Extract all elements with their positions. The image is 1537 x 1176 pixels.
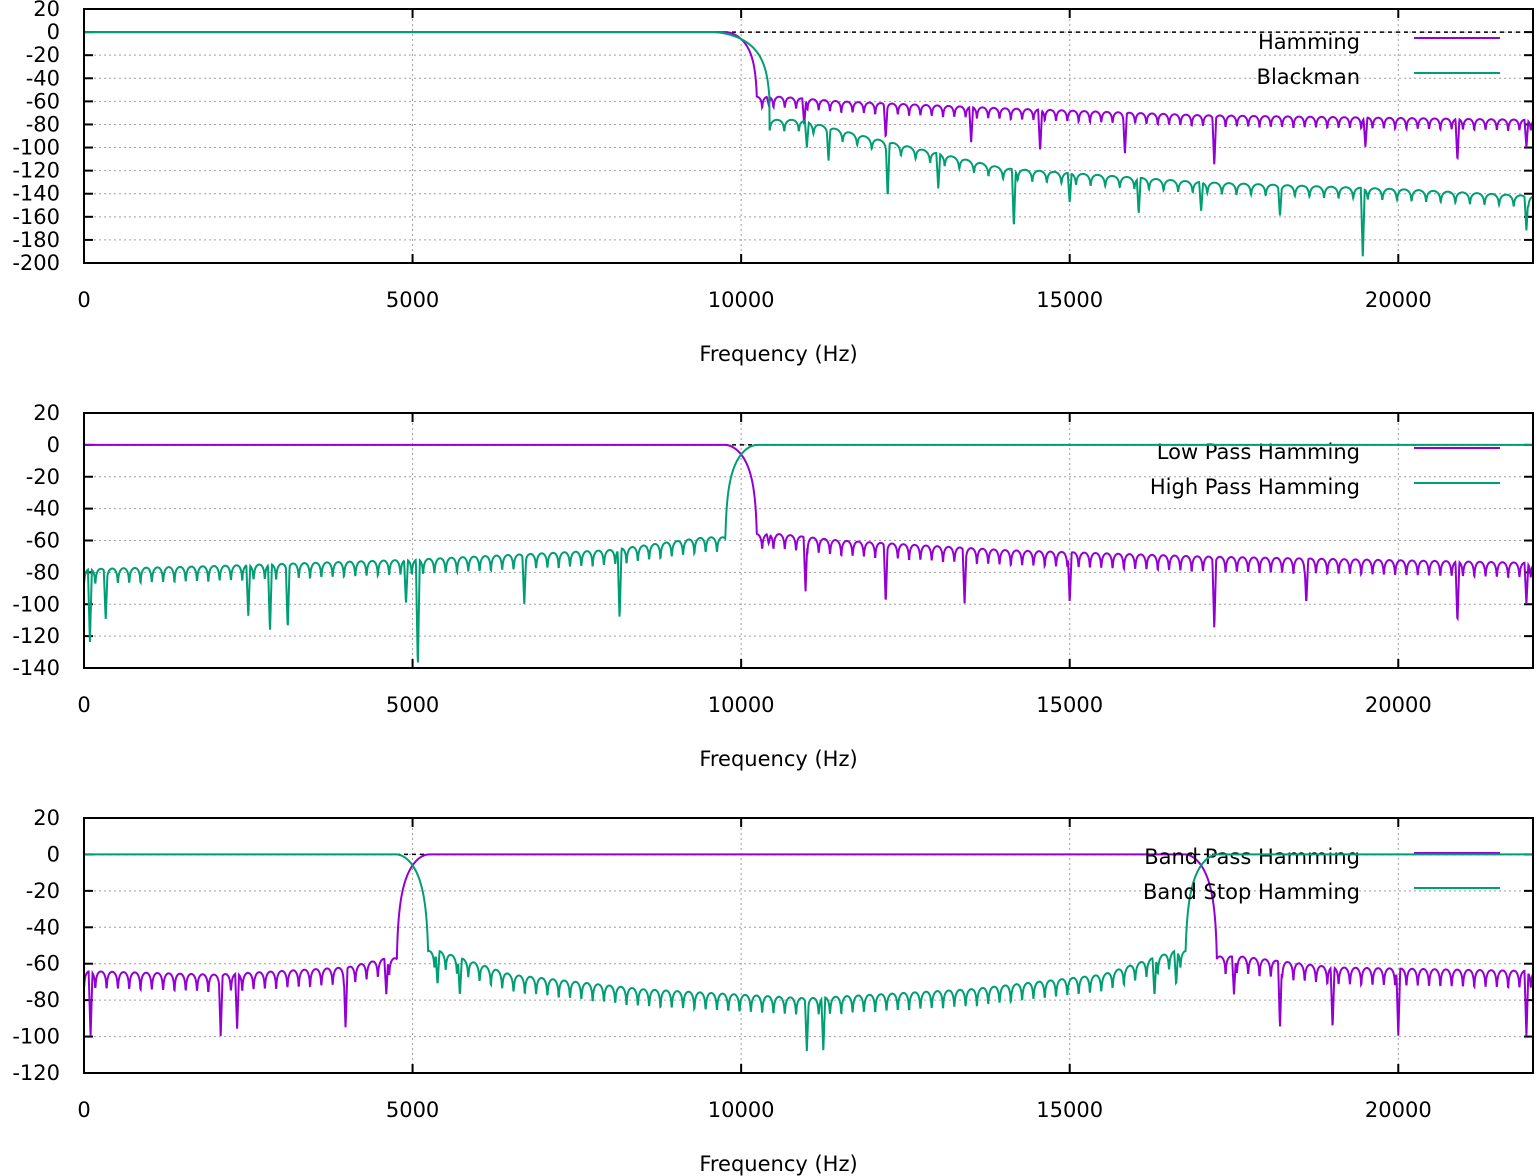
y-tick-label: -200 [12,251,60,275]
x-tick-label: 20000 [1365,1098,1432,1122]
y-tick-label: -100 [12,592,60,616]
x-tick-label: 10000 [708,693,775,717]
x-tick-label: 5000 [386,1098,439,1122]
series-line-high-pass-hamming [84,443,1533,663]
y-tick-label: 0 [47,433,60,457]
y-tick-label: -40 [26,915,60,939]
x-tick-label: 5000 [386,288,439,312]
y-tick-label: -20 [26,879,60,903]
legend-label: Band Pass Hamming [1144,845,1360,869]
series-line-band-stop-hamming [84,853,1533,1052]
legend-label: Hamming [1258,30,1360,54]
y-tick-label: -160 [12,205,60,229]
y-tick-label: -40 [26,66,60,90]
y-tick-label: -60 [26,529,60,553]
legend-label: Low Pass Hamming [1157,440,1360,464]
x-tick-label: 15000 [1036,1098,1103,1122]
x-axis-label: Frequency (Hz) [699,1152,857,1176]
x-axis-label: Frequency (Hz) [699,342,857,366]
chart-panel-1: 0 5000 10000 15000 20000200-20-40-60-80-100-… [12,0,1534,366]
y-tick-label: 20 [33,401,60,425]
plot-frame [83,817,1534,1074]
y-tick-label: -20 [26,43,60,67]
x-tick-label: 5000 [386,693,439,717]
y-tick-label: -100 [12,1025,60,1049]
y-tick-label: -120 [12,624,60,648]
x-tick-label: 20000 [1365,288,1432,312]
y-tick-label: -60 [26,952,60,976]
y-tick-label: 0 [47,842,60,866]
y-tick-label: -60 [26,89,60,113]
y-tick-label: -100 [12,136,60,160]
chart-panel-3: 0 5000 10000 15000 20000 20 0 -20 -40 -60 -80 -100 -… [12,806,1534,1176]
y-tick-label: 20 [33,0,60,21]
plot-frame [83,8,1534,264]
y-tick-label: -120 [12,159,60,183]
x-tick-label: 20000 [1365,693,1432,717]
legend-label: High Pass Hamming [1150,475,1360,499]
legend-label: Band Stop Hamming [1143,880,1360,904]
series-line-blackman [84,31,1533,257]
plot-frame [83,412,1534,669]
x-tick-label: 0 [77,1098,90,1122]
y-tick-label: -140 [12,656,60,680]
x-tick-label: 10000 [708,288,775,312]
y-tick-label: -40 [26,497,60,521]
x-axis-label: Frequency (Hz) [699,747,857,771]
series-line-low-pass-hamming [84,443,1533,628]
y-tick-label: 20 [33,806,60,830]
x-tick-label: 10000 [708,1098,775,1122]
y-tick-label: -80 [26,988,60,1012]
legend-label: Blackman [1257,65,1360,89]
y-tick-label: -20 [26,465,60,489]
y-tick-label: 0 [47,20,60,44]
x-tick-label: 15000 [1036,288,1103,312]
x-tick-label: 0 [77,288,90,312]
y-tick-label: -120 [12,1061,60,1085]
y-tick-label: -180 [12,228,60,252]
series-line-band-pass-hamming [84,853,1533,1037]
x-tick-label: 15000 [1036,693,1103,717]
y-tick-label: -140 [12,182,60,206]
y-tick-label: -80 [26,560,60,584]
y-tick-label: -80 [26,112,60,136]
x-tick-label: 0 [77,693,90,717]
chart-panel-2: 0 5000 10000 15000 20000 20 0 -20 -40 -60 -80 -100 -… [12,401,1534,771]
